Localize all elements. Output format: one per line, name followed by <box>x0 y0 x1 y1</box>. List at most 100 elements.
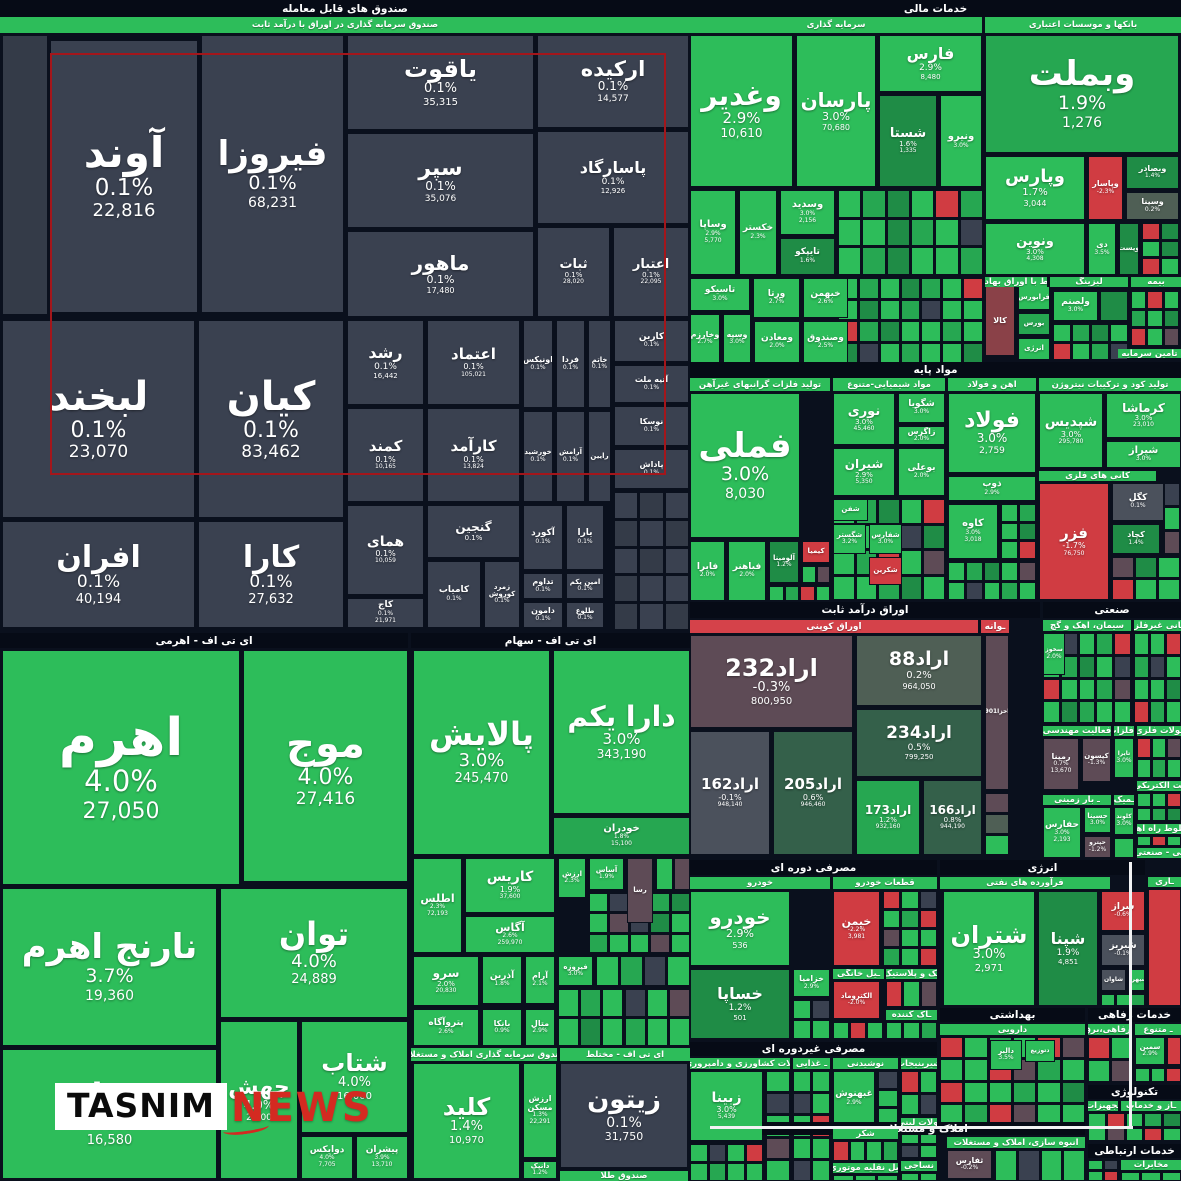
mini-stock-tile[interactable] <box>942 321 963 342</box>
stock-tile[interactable]: شستا 1.6% 1,335 <box>879 95 937 187</box>
mini-stock-tile[interactable] <box>580 1018 602 1046</box>
mini-stock-tile[interactable] <box>812 1137 830 1159</box>
stock-tile[interactable]: شبریز -0.1% <box>1101 934 1145 966</box>
stock-tile[interactable]: بورس <box>1018 313 1050 335</box>
mini-stock-tile[interactable] <box>1137 807 1151 821</box>
mini-stock-tile[interactable] <box>1037 1081 1061 1103</box>
mini-stock-tile[interactable] <box>667 956 690 986</box>
mini-stock-tile[interactable] <box>1141 1172 1161 1181</box>
mini-stock-tile[interactable] <box>1053 342 1071 360</box>
mini-stock-tile[interactable] <box>664 492 689 519</box>
mini-stock-tile[interactable] <box>1137 793 1151 807</box>
stock-tile[interactable]: زاگرس 2.0% <box>898 426 945 445</box>
mini-stock-tile[interactable] <box>911 247 935 275</box>
mini-stock-tile[interactable] <box>784 586 799 601</box>
stock-tile[interactable]: خورشید 0.1% <box>523 411 553 502</box>
stock-tile[interactable]: پاداش 0.1% <box>614 449 689 489</box>
stock-tile[interactable]: زبینا 3.0% 5,439 <box>690 1071 763 1141</box>
mini-stock-tile[interactable] <box>883 948 901 966</box>
mini-stock-tile[interactable] <box>1161 223 1179 240</box>
mini-stock-tile[interactable] <box>901 1144 919 1158</box>
mini-stock-tile[interactable] <box>1131 309 1147 328</box>
mini-stock-tile[interactable] <box>1135 579 1157 600</box>
stock-tile[interactable]: یارا 0.1% <box>566 505 604 570</box>
mini-stock-tile[interactable] <box>923 550 945 575</box>
stock-tile[interactable]: شکرین <box>869 557 902 585</box>
mini-stock-tile[interactable] <box>727 1163 745 1181</box>
mini-stock-tile[interactable] <box>664 575 689 603</box>
stock-tile[interactable]: وغدیر 2.9% 10,610 <box>690 35 793 187</box>
mini-stock-tile[interactable] <box>793 1000 811 1019</box>
mini-stock-tile[interactable] <box>1150 678 1165 701</box>
mini-stock-tile[interactable] <box>1110 324 1128 342</box>
mini-stock-tile[interactable] <box>1103 1171 1118 1181</box>
mini-stock-tile[interactable] <box>1019 522 1036 541</box>
mini-stock-tile[interactable] <box>1013 1081 1037 1103</box>
mini-stock-tile[interactable] <box>670 933 690 953</box>
stock-tile[interactable]: فردا 0.1% <box>556 320 585 408</box>
stock-tile[interactable]: دانیک 1.2% <box>523 1161 557 1179</box>
mini-stock-tile[interactable] <box>1088 1160 1103 1170</box>
mini-stock-tile[interactable] <box>668 989 690 1017</box>
mini-stock-tile[interactable] <box>900 575 923 600</box>
mini-stock-tile[interactable] <box>983 562 1001 581</box>
stock-tile[interactable]: تاسیکو 3.0% <box>690 278 750 311</box>
stock-tile[interactable]: خکستر 2.3% <box>739 190 777 275</box>
mini-stock-tile[interactable] <box>838 247 862 275</box>
mini-stock-tile[interactable] <box>935 218 959 247</box>
mini-stock-tile[interactable] <box>690 1144 708 1162</box>
stock-tile[interactable]: رمپنا 0.7% 13,670 <box>1043 738 1079 790</box>
stock-tile[interactable]: شفارس 3.0% <box>869 524 902 554</box>
mini-stock-tile[interactable] <box>1106 1113 1125 1127</box>
mini-stock-tile[interactable] <box>1096 655 1114 678</box>
stock-tile[interactable]: حپترو -1.2% <box>1084 836 1111 858</box>
mini-stock-tile[interactable] <box>1088 1127 1106 1141</box>
mini-stock-tile[interactable] <box>1152 758 1166 778</box>
mini-stock-tile[interactable] <box>1114 633 1131 655</box>
mini-stock-tile[interactable] <box>1043 678 1060 701</box>
mini-stock-tile[interactable] <box>1142 223 1160 240</box>
mini-stock-tile[interactable] <box>866 1141 882 1161</box>
stock-tile[interactable]: حسینا 3.0% <box>1084 807 1111 833</box>
mini-stock-tile[interactable] <box>1134 655 1149 678</box>
stock-tile[interactable]: افران 0.1% 40,194 <box>2 521 195 628</box>
mini-stock-tile[interactable] <box>745 1163 763 1181</box>
mini-stock-tile[interactable] <box>670 893 690 913</box>
mini-stock-tile[interactable] <box>1135 1068 1150 1082</box>
stock-tile[interactable]: فایرا 2.0% <box>690 541 725 601</box>
stock-tile[interactable]: شپدیس 3.0% 295,780 <box>1039 393 1103 468</box>
stock-tile[interactable]: کارآمد 0.1% 13,824 <box>427 408 520 502</box>
mini-stock-tile[interactable] <box>690 1163 708 1181</box>
mini-stock-tile[interactable] <box>1137 758 1151 778</box>
mini-stock-tile[interactable] <box>833 575 855 600</box>
mini-stock-tile[interactable] <box>1164 531 1180 554</box>
mini-stock-tile[interactable] <box>602 989 624 1017</box>
mini-stock-tile[interactable] <box>614 492 639 519</box>
mini-stock-tile[interactable] <box>1078 678 1096 701</box>
stock-tile[interactable]: وصندوق 2.5% <box>803 321 848 363</box>
mini-stock-tile[interactable] <box>940 1059 964 1081</box>
mini-stock-tile[interactable] <box>1166 1068 1181 1082</box>
mini-stock-tile[interactable] <box>886 190 910 218</box>
stock-tile[interactable]: اراد162 -0.1% 948,140 <box>690 731 770 855</box>
stock-tile[interactable]: کامیاب 0.1% <box>427 561 481 628</box>
mini-stock-tile[interactable] <box>1100 291 1128 321</box>
mini-stock-tile[interactable] <box>1043 701 1060 723</box>
stock-tile[interactable]: سخوز 2.0% <box>1043 633 1065 675</box>
stock-tile[interactable]: خودران 1.8% 15,100 <box>553 817 690 855</box>
mini-stock-tile[interactable] <box>1088 1060 1110 1082</box>
stock-tile[interactable]: رشد 0.1% 16,442 <box>347 320 424 405</box>
mini-stock-tile[interactable] <box>903 981 920 1007</box>
stock-tile[interactable]: شپنا 1.9% 4,851 <box>1038 891 1098 1006</box>
stock-tile[interactable]: زمرد کوروش 0.1% <box>484 561 520 628</box>
mini-stock-tile[interactable] <box>1072 342 1090 360</box>
mini-stock-tile[interactable] <box>1137 836 1151 846</box>
stock-tile[interactable]: نوسکا 0.1% <box>614 406 689 446</box>
mini-stock-tile[interactable] <box>1078 633 1096 655</box>
mini-stock-tile[interactable] <box>1161 1172 1181 1181</box>
stock-tile[interactable]: وپارس 1.7% 3,044 <box>985 156 1085 220</box>
mini-stock-tile[interactable] <box>901 929 919 947</box>
mini-stock-tile[interactable] <box>921 278 942 299</box>
stock-tile[interactable]: گنجین 0.1% <box>427 505 520 558</box>
mini-stock-tile[interactable] <box>900 524 923 549</box>
